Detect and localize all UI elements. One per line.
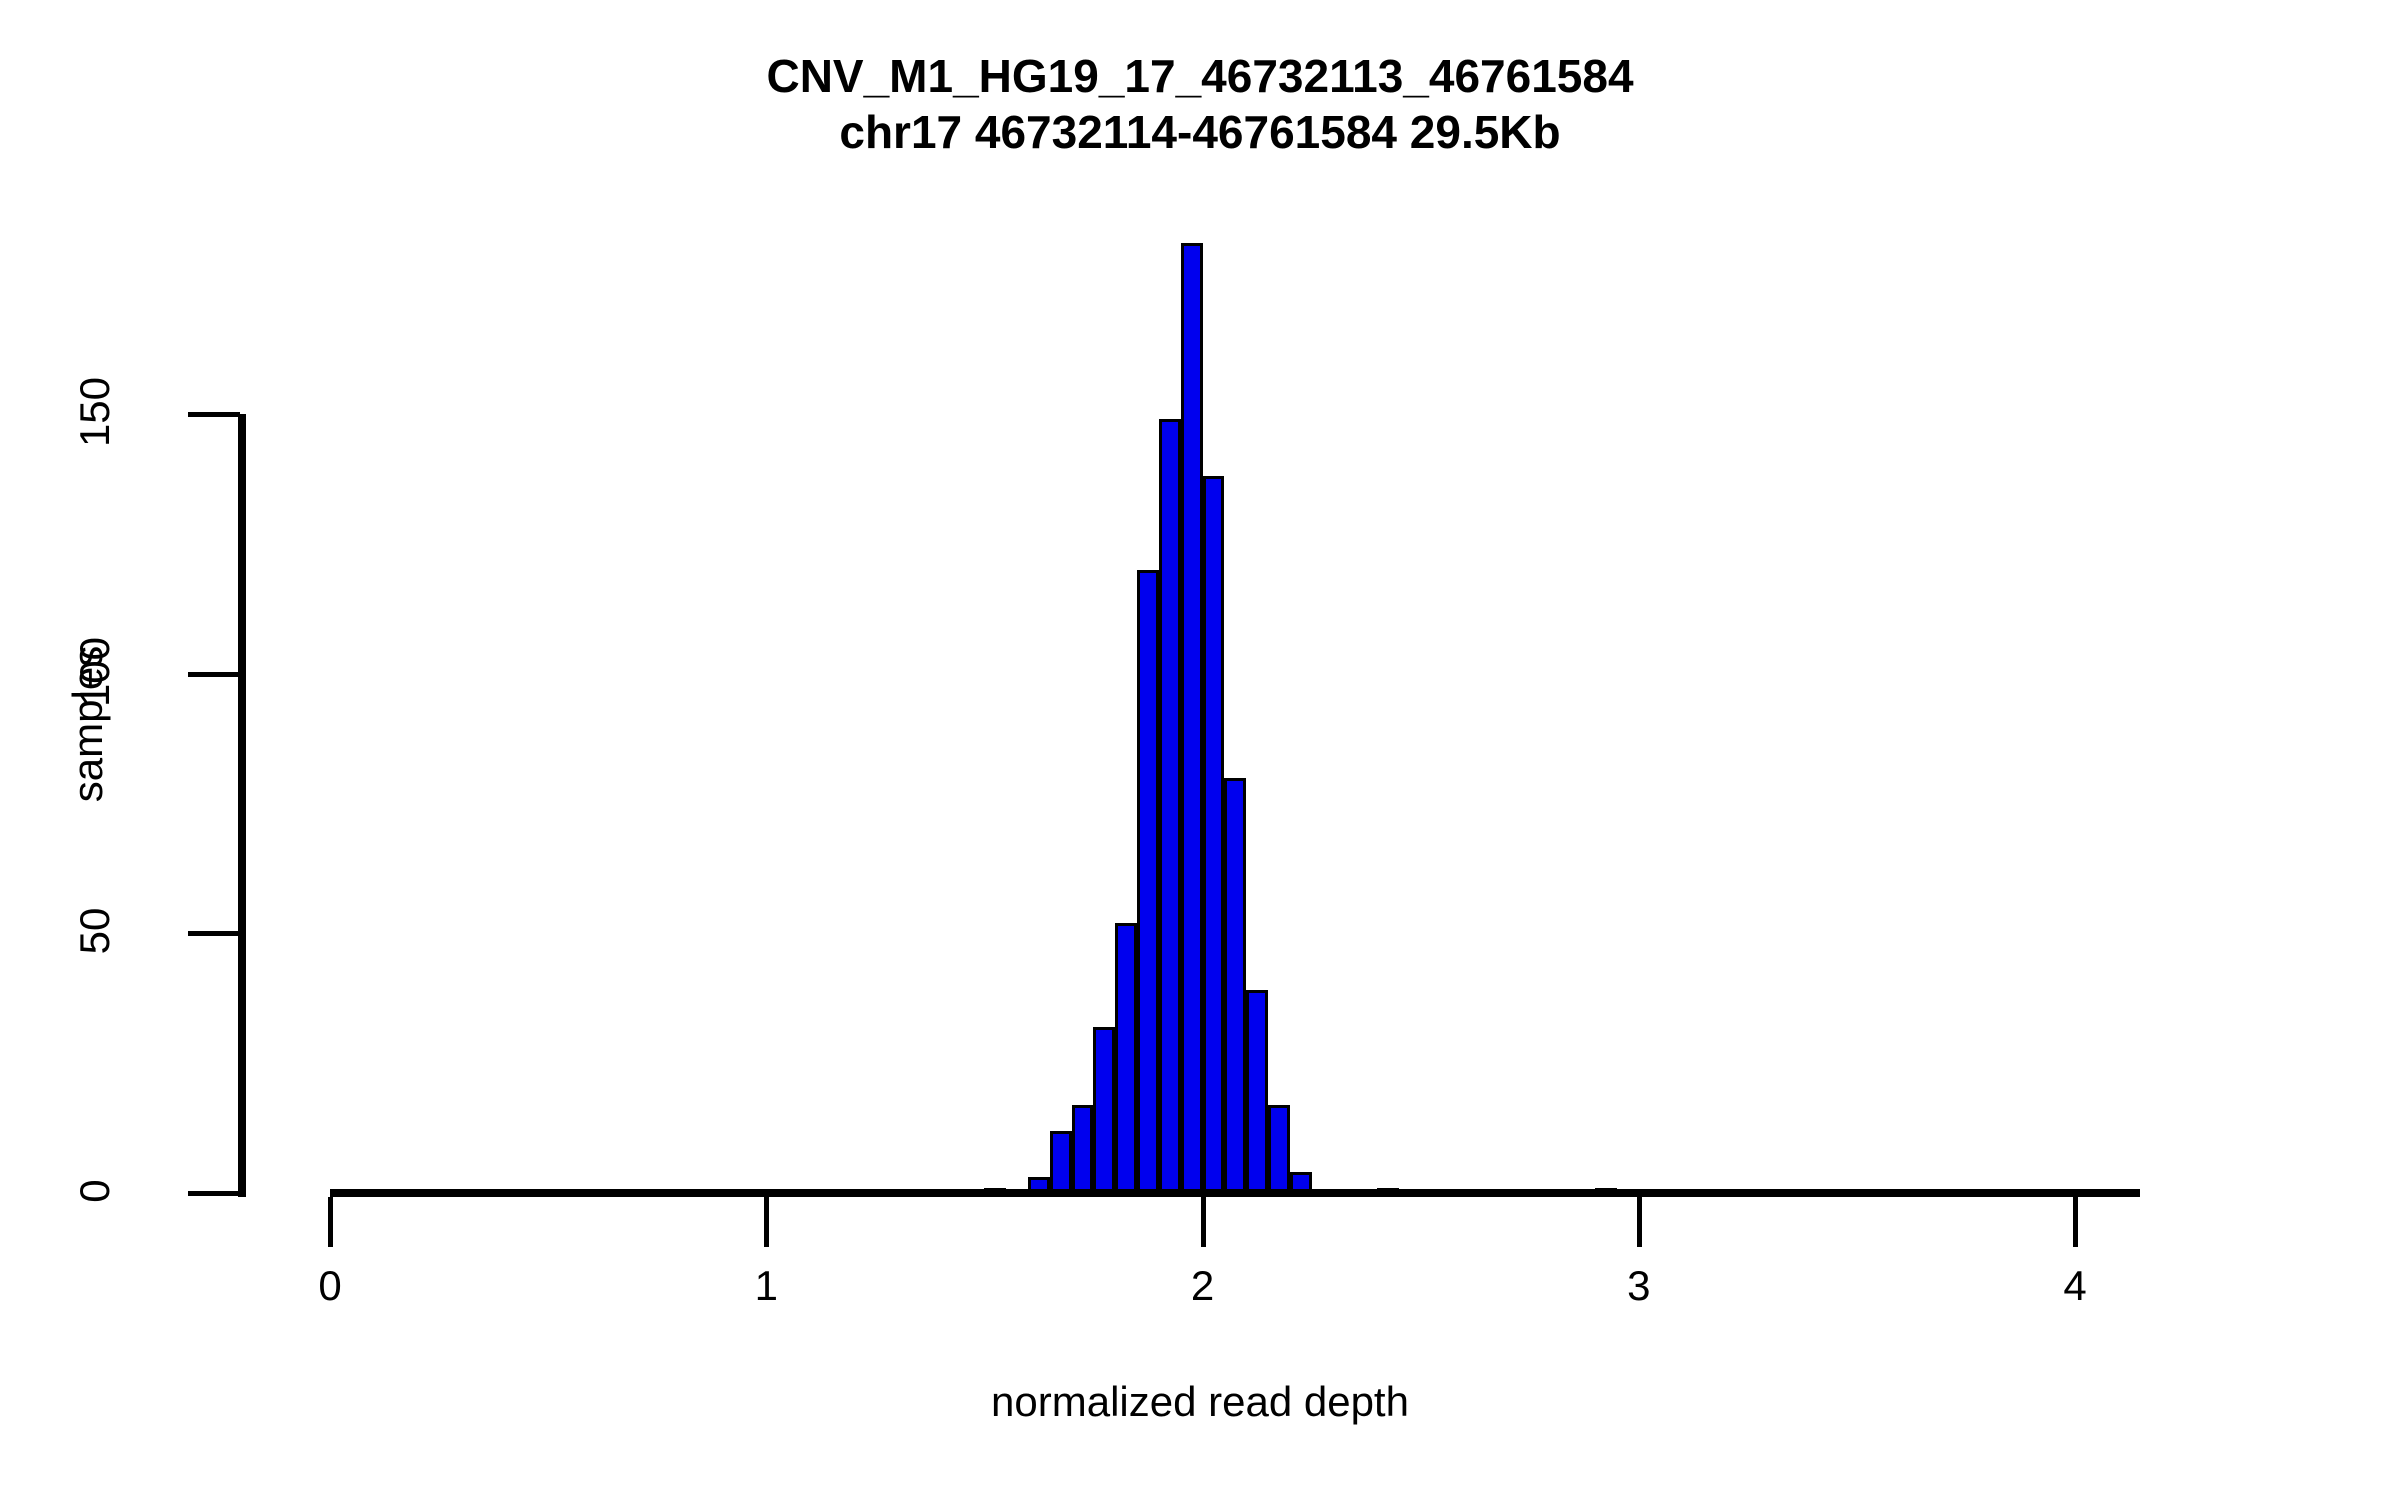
x-axis-tick xyxy=(764,1197,770,1247)
y-axis-label: samples xyxy=(64,645,111,803)
x-axis-tick xyxy=(328,1197,333,1247)
histogram-bar xyxy=(1180,242,1203,1193)
x-axis-line xyxy=(330,1189,2140,1197)
chart-title: CNV_M1_HG19_17_46732113_46761584 chr17 4… xyxy=(0,48,2400,160)
histogram-bar xyxy=(1267,1104,1290,1193)
x-axis-tick-label: 1 xyxy=(754,1262,778,1309)
x-axis-tick-label: 4 xyxy=(2063,1262,2087,1309)
histogram-bar xyxy=(1115,922,1138,1193)
x-axis-tick xyxy=(2073,1197,2078,1247)
histogram-bar xyxy=(1071,1104,1094,1193)
y-axis-tick xyxy=(188,412,240,417)
y-axis-line xyxy=(238,414,246,1197)
y-axis-tick-label: 150 xyxy=(71,376,118,448)
y-axis-tick-label: 50 xyxy=(71,907,118,955)
histogram-bar xyxy=(1049,1130,1072,1193)
y-axis-tick xyxy=(188,671,240,677)
histogram-bar xyxy=(1246,990,1268,1193)
histogram-bar xyxy=(1093,1026,1116,1193)
x-axis-label: normalized read depth xyxy=(991,1378,1409,1425)
y-axis-tick xyxy=(188,931,240,937)
histogram-bar xyxy=(1158,419,1181,1193)
x-axis-tick xyxy=(1200,1197,1206,1247)
x-axis-tick-label: 0 xyxy=(318,1262,342,1309)
y-axis-tick-label: 0 xyxy=(71,1179,118,1203)
x-axis-tick-label: 3 xyxy=(1627,1262,1651,1309)
chart-title-line1: CNV_M1_HG19_17_46732113_46761584 xyxy=(766,50,1634,102)
x-axis-tick-label: 2 xyxy=(1190,1262,1215,1309)
histogram-bar xyxy=(1224,777,1247,1193)
x-axis-tick xyxy=(1636,1197,1642,1247)
chart-title-line2: chr17 46732114-46761584 29.5Kb xyxy=(839,106,1561,159)
histogram-bar xyxy=(1202,476,1225,1193)
y-axis-tick xyxy=(188,1191,240,1196)
histogram-bar xyxy=(1137,569,1159,1193)
